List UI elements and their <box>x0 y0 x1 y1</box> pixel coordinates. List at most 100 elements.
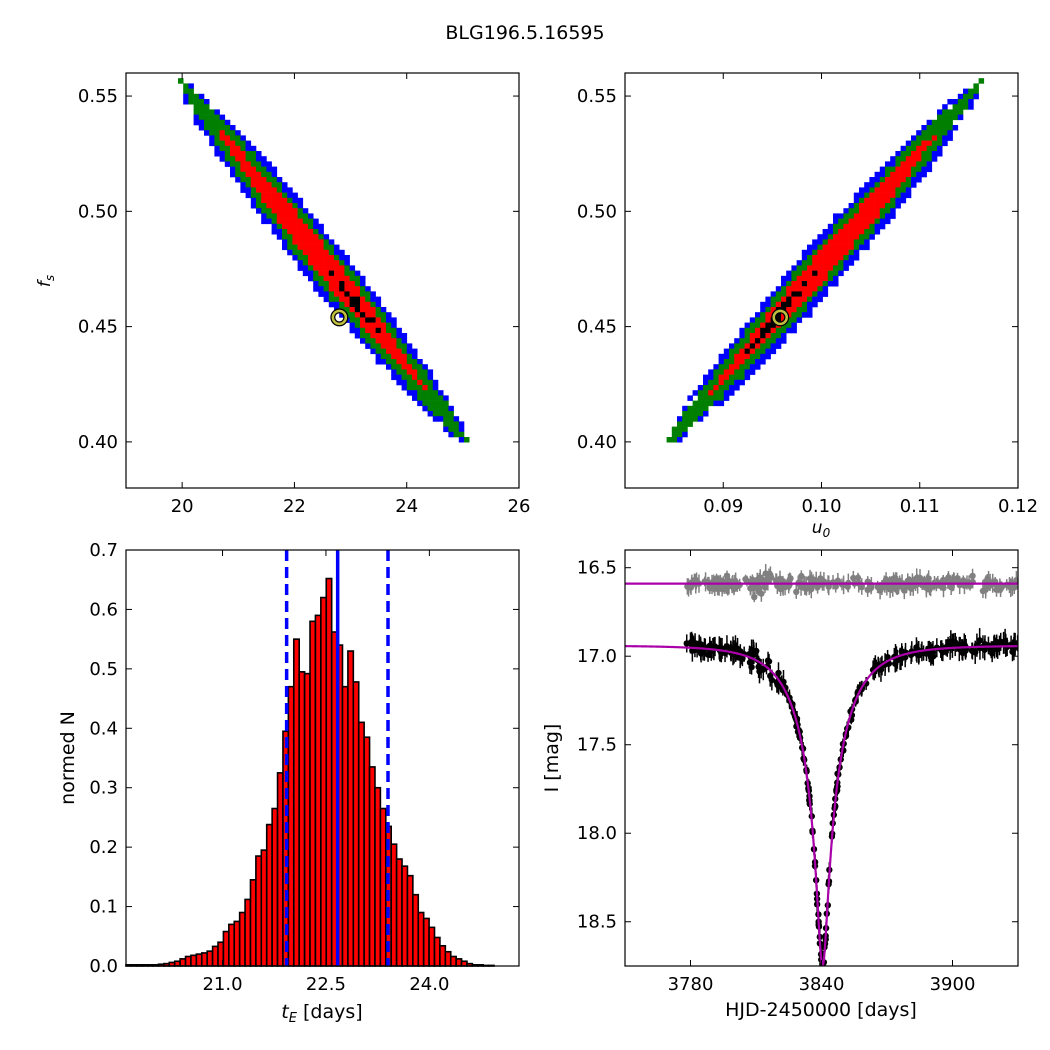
posterior-cell-1-sigma <box>230 151 236 157</box>
posterior-cell-1-sigma <box>807 275 813 282</box>
posterior-cell-3-sigma <box>391 369 397 375</box>
posterior-cell-2-sigma <box>723 379 730 386</box>
posterior-cell-1-sigma <box>282 203 288 209</box>
posterior-cell-1-sigma <box>302 239 309 245</box>
posterior-cell-3-sigma <box>791 265 797 271</box>
posterior-cell-1-sigma <box>334 270 340 277</box>
posterior-cell-2-sigma <box>765 307 771 313</box>
posterior-cell-3-sigma <box>869 177 875 183</box>
posterior-cell-1-sigma <box>334 281 340 287</box>
posterior-cell-3-sigma <box>942 104 948 110</box>
posterior-cell-2-sigma <box>204 119 210 126</box>
posterior-cell-2-sigma <box>406 359 413 365</box>
posterior-cell-core <box>801 281 808 287</box>
posterior-cell-3-sigma <box>942 140 948 147</box>
posterior-cell-2-sigma <box>448 416 454 422</box>
posterior-cell-2-sigma <box>755 322 761 329</box>
posterior-cell-2-sigma <box>256 161 262 167</box>
posterior-cell-1-sigma <box>853 223 860 230</box>
posterior-cell-1-sigma <box>848 234 855 240</box>
posterior-cell-2-sigma <box>266 177 272 183</box>
posterior-cell-3-sigma <box>817 239 823 245</box>
posterior-cell-1-sigma <box>817 260 823 266</box>
posterior-cell-1-sigma <box>827 265 834 271</box>
posterior-cell-3-sigma <box>713 400 719 407</box>
panel-tE-fs: 20 22 24 26 0.40 0.45 0.50 0.55 fs <box>35 72 530 517</box>
panel-lightcurve: 3780 3840 3900 16.5 17.0 17.5 18.0 18.5 I [mag]… <box>541 549 1019 1021</box>
posterior-cell-2-sigma <box>370 301 376 308</box>
posterior-cell-2-sigma <box>245 177 252 183</box>
posterior-cell-core <box>812 270 818 277</box>
posterior-cell-2-sigma <box>240 145 246 152</box>
posterior-cell-1-sigma <box>890 171 896 178</box>
posterior-cell-3-sigma <box>812 301 818 308</box>
posterior-cell-2-sigma <box>791 270 797 277</box>
posterior-cell-3-sigma <box>848 260 855 266</box>
posterior-cell-2-sigma <box>354 317 361 323</box>
posterior-cell-2-sigma <box>791 275 797 282</box>
posterior-cell-3-sigma <box>235 130 241 136</box>
posterior-cell-2-sigma <box>391 333 397 339</box>
posterior-cell-2-sigma <box>292 249 298 256</box>
posterior-cell-3-sigma <box>323 291 330 297</box>
posterior-cell-1-sigma <box>916 151 922 157</box>
posterior-cell-1-sigma <box>718 379 725 386</box>
figure-title: BLG196.5.16595 <box>445 22 605 44</box>
posterior-cell-3-sigma <box>209 135 215 141</box>
posterior-cell-2-sigma <box>838 218 844 225</box>
posterior-cell-1-sigma <box>708 390 714 396</box>
posterior-cell-2-sigma <box>349 275 356 282</box>
posterior-cell-3-sigma <box>890 156 896 162</box>
posterior-cell-2-sigma <box>682 421 688 427</box>
posterior-cell-3-sigma <box>282 187 288 193</box>
posterior-cell-3-sigma <box>864 187 870 193</box>
posterior-cell-1-sigma <box>271 197 278 204</box>
posterior-cell-1-sigma <box>292 223 298 230</box>
posterior-cell-3-sigma <box>271 229 278 235</box>
posterior-cell-2-sigma <box>968 93 974 100</box>
posterior-cell-1-sigma <box>328 275 335 282</box>
posterior-cell-1-sigma <box>801 286 808 292</box>
posterior-cell-1-sigma <box>422 385 428 391</box>
posterior-cell-2-sigma <box>796 265 803 271</box>
posterior-cell-2-sigma <box>838 223 844 230</box>
posterior-cell-core <box>760 333 766 339</box>
posterior-cell-1-sigma <box>905 166 912 173</box>
posterior-cell-1-sigma <box>287 223 293 230</box>
x-tick-label: 21.0 <box>202 974 242 995</box>
posterior-cell-2-sigma <box>895 187 901 193</box>
posterior-cell-2-sigma <box>266 208 272 214</box>
posterior-cell-1-sigma <box>261 192 267 199</box>
ylabel-imag: I [mag] <box>541 724 563 793</box>
y-tick-label: 17.0 <box>577 646 617 667</box>
posterior-cell-core <box>775 312 782 318</box>
posterior-cell-1-sigma <box>781 296 787 303</box>
posterior-cell-3-sigma <box>183 99 189 105</box>
posterior-cell-1-sigma <box>328 260 335 266</box>
posterior-cell-1-sigma <box>890 182 896 188</box>
posterior-cell-3-sigma <box>396 327 402 334</box>
posterior-cell-3-sigma <box>739 333 745 339</box>
residual-point <box>742 575 749 583</box>
posterior-cell-3-sigma <box>287 192 293 199</box>
posterior-cell-2-sigma <box>859 239 865 245</box>
posterior-cell-core <box>775 317 782 323</box>
posterior-cell-2-sigma <box>859 234 865 240</box>
posterior-cell-1-sigma <box>807 265 813 271</box>
posterior-cell-3-sigma <box>833 213 839 219</box>
xlabel-tE: tE [days] <box>281 1001 362 1026</box>
posterior-cell-3-sigma <box>807 244 813 251</box>
histogram-bar <box>260 849 268 967</box>
posterior-cell-3-sigma <box>729 390 735 396</box>
posterior-cell-1-sigma <box>292 208 298 214</box>
posterior-cell-2-sigma <box>401 369 408 375</box>
posterior-cell-1-sigma <box>900 177 907 183</box>
posterior-cell-2-sigma <box>796 307 803 313</box>
data-point <box>748 663 755 671</box>
posterior-cell-3-sigma <box>848 203 855 209</box>
posterior-cell-1-sigma <box>890 177 896 183</box>
posterior-cell-2-sigma <box>287 239 293 245</box>
posterior-cell-2-sigma <box>718 390 725 396</box>
posterior-cell-2-sigma <box>796 312 803 318</box>
posterior-cell-3-sigma <box>261 218 267 225</box>
